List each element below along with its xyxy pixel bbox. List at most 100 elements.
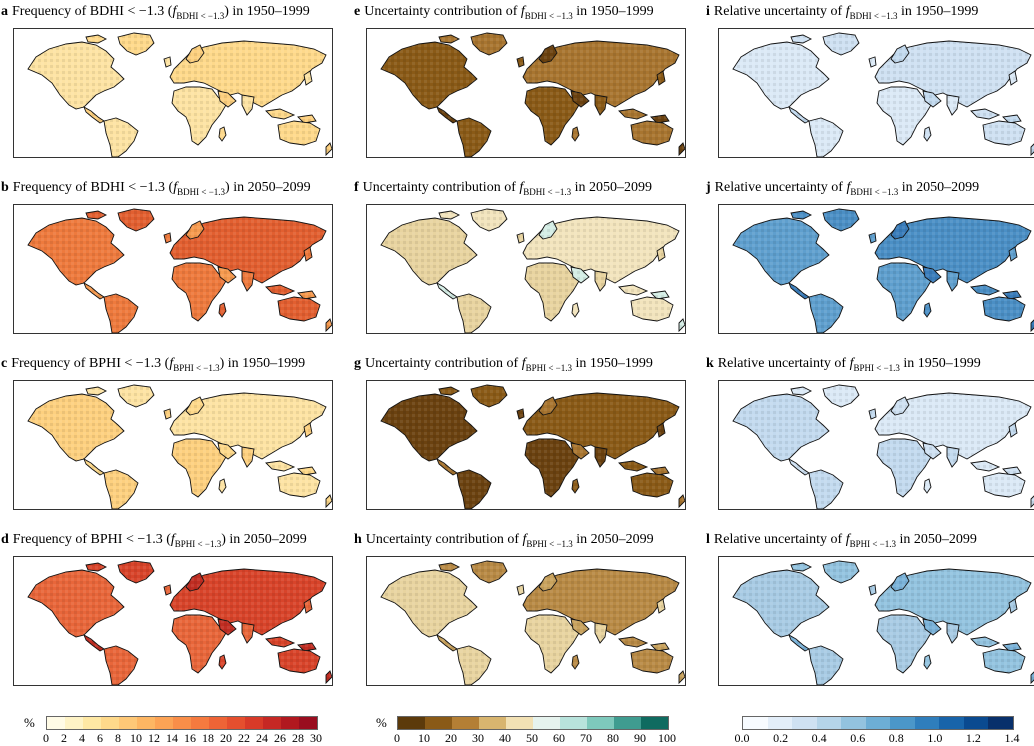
land-texture <box>651 467 669 475</box>
colorbar-cell <box>191 717 209 729</box>
panel-title-part: in 2050–2099 <box>898 180 980 195</box>
land-texture <box>186 45 204 63</box>
land-texture <box>572 127 579 141</box>
land-texture <box>823 385 859 407</box>
panel-title-part: in 2050–2099 <box>895 532 977 547</box>
land-texture <box>1009 247 1017 261</box>
panel-title-part: f <box>521 356 526 371</box>
land-texture <box>525 87 579 145</box>
panel-title-part: ) in 2050–2099 <box>225 180 311 195</box>
map-panel-k <box>718 380 1034 510</box>
panel-title-part: f <box>170 532 175 547</box>
land-texture <box>791 35 811 43</box>
colorbar-cell <box>988 717 1014 729</box>
colorbar-tick-label: 0.0 <box>734 731 750 745</box>
land-texture <box>104 646 138 685</box>
panel-title-part: b <box>1 180 9 195</box>
colorbar-tick-label: 100 <box>658 731 676 745</box>
colorbar-cell <box>101 717 119 729</box>
land-texture <box>86 35 106 43</box>
land-texture <box>971 109 999 119</box>
panel-title-part: Frequency of BPHI < −1.3 ( <box>11 356 170 371</box>
land-texture <box>923 91 941 107</box>
panel-title-part: Uncertainty contribution of <box>362 180 520 195</box>
land-texture <box>924 479 931 493</box>
land-texture <box>572 479 579 493</box>
land-texture <box>525 439 579 497</box>
land-texture <box>118 33 154 55</box>
land-texture <box>104 118 138 157</box>
colorbar-cell <box>506 717 533 729</box>
land-texture <box>733 394 829 461</box>
land-texture <box>84 283 104 299</box>
colorbar-cell <box>47 717 65 729</box>
world-map <box>732 560 1034 685</box>
land-texture <box>923 619 941 635</box>
land-texture <box>525 615 579 673</box>
colorbar-cell <box>816 717 842 729</box>
panel-title-part: Frequency of BDHI < −1.3 ( <box>12 180 174 195</box>
map-panel-i <box>718 28 1034 158</box>
panel-title-g: g Uncertainty contribution of fBPHI < −1.… <box>354 356 653 376</box>
land-texture <box>523 217 679 283</box>
land-texture <box>571 267 589 283</box>
land-texture <box>651 291 669 299</box>
land-texture <box>1009 599 1017 613</box>
land-texture <box>118 209 154 231</box>
land-texture <box>651 115 669 123</box>
world-map <box>380 384 685 509</box>
land-texture <box>439 35 459 43</box>
land-texture <box>219 303 226 317</box>
land-texture <box>595 271 607 291</box>
land-texture <box>1031 672 1034 683</box>
panel-title-part: f <box>845 4 850 19</box>
colorbar-tick-label: 0.8 <box>888 731 904 745</box>
land-texture <box>278 297 320 321</box>
land-texture <box>983 649 1025 673</box>
land-texture <box>164 585 171 595</box>
colorbar-relative-uncertainty <box>742 716 1014 730</box>
land-texture <box>631 473 673 497</box>
land-texture <box>891 573 909 591</box>
colorbar-tick-label: 28 <box>292 731 304 745</box>
land-texture <box>733 570 829 637</box>
panel-title-part: BPHI < −1.3 <box>853 362 900 373</box>
land-texture <box>218 267 236 283</box>
land-texture <box>923 443 941 459</box>
land-texture <box>877 87 931 145</box>
land-texture <box>791 387 811 395</box>
panel-title-f: f Uncertainty contribution of fBDHI < −1.… <box>354 180 652 200</box>
map-panel-c <box>13 380 333 510</box>
colorbar-cell <box>963 717 989 729</box>
land-texture <box>971 461 999 471</box>
colorbar-cell <box>83 717 101 729</box>
colorbar-cell <box>939 717 964 729</box>
land-texture <box>437 107 457 123</box>
map-panel-j <box>718 204 1034 334</box>
land-texture <box>631 297 673 321</box>
colorbar-tick-label: 0.6 <box>850 731 866 745</box>
panel-title-part: BPHI < −1.3 <box>526 538 573 549</box>
land-texture <box>572 303 579 317</box>
land-texture <box>218 619 236 635</box>
colorbar-cell <box>865 717 891 729</box>
colorbar-cell <box>841 717 866 729</box>
colorbar-tick-label: 16 <box>184 731 196 745</box>
land-texture <box>523 393 679 459</box>
panel-title-part: Relative uncertainty of <box>714 180 847 195</box>
land-texture <box>891 45 909 63</box>
panel-title-part: f <box>849 356 854 371</box>
colorbar-tick-label: 20 <box>445 731 457 745</box>
panel-title-part: in 1950–1999 <box>571 356 653 371</box>
panel-title-part: in 2050–2099 <box>572 532 654 547</box>
land-texture <box>595 447 607 467</box>
land-texture <box>983 121 1025 145</box>
land-texture <box>219 655 226 669</box>
land-texture <box>304 599 312 613</box>
colorbar-frequency <box>46 716 318 730</box>
world-map <box>380 208 685 333</box>
land-texture <box>619 109 647 119</box>
colorbar-cell <box>914 717 940 729</box>
colorbar-tick-label: 2 <box>61 731 67 745</box>
colorbar-tick-label: 40 <box>499 731 511 745</box>
